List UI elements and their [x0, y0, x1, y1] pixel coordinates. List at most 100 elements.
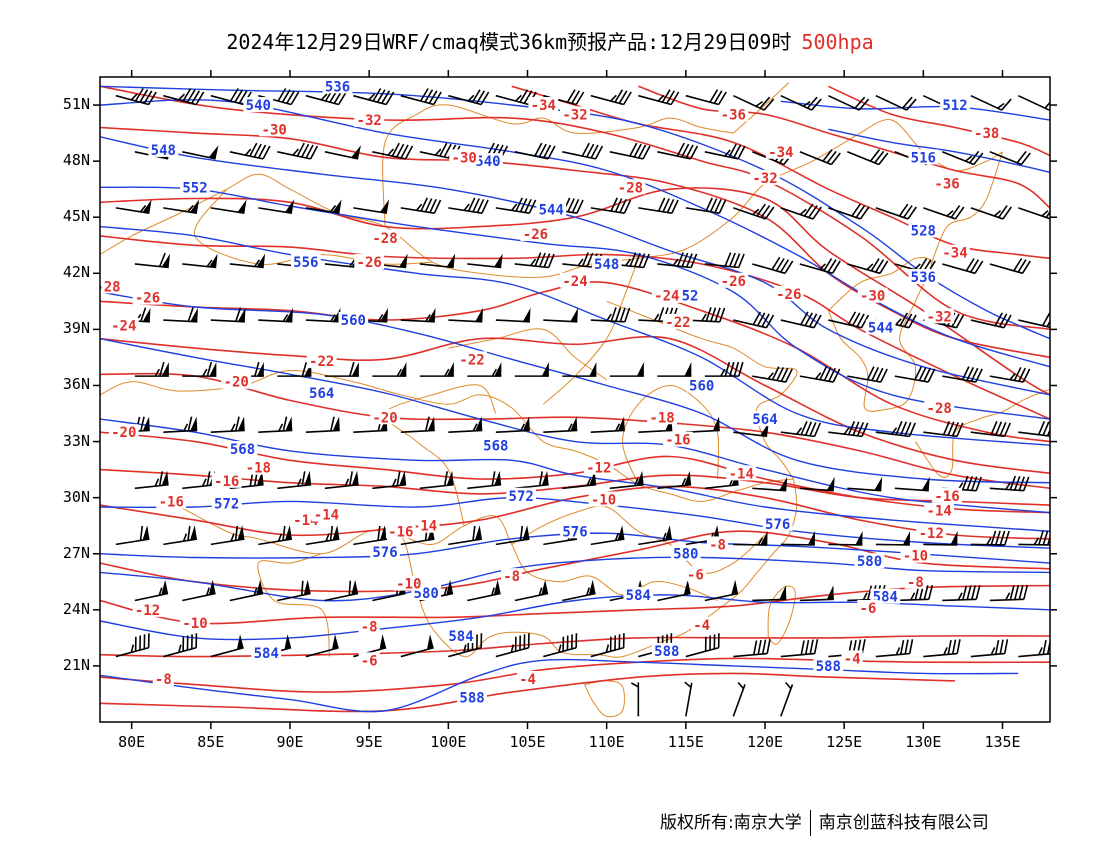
barb-feather: [764, 206, 775, 220]
barb-shaft: [970, 543, 1005, 546]
barb-feather: [330, 416, 335, 432]
barb-feather: [752, 208, 760, 216]
barb-feather: [1033, 537, 1040, 546]
barb-pennant: [209, 253, 218, 268]
wind-barb: [277, 470, 312, 490]
height-contour-label: 576: [562, 524, 587, 540]
barb-pennant: [332, 199, 342, 214]
wind-barb: [799, 476, 835, 492]
temperature-contour-label: -6: [361, 653, 378, 669]
wind-barb: [495, 307, 531, 323]
barb-feather: [866, 366, 875, 381]
wind-barb: [324, 145, 362, 160]
temperature-contour-label: -14: [412, 519, 437, 535]
temperature-contour-label: -8: [155, 672, 172, 688]
wind-barb: [942, 150, 984, 166]
wind-barb: [684, 681, 693, 717]
barb-shaft: [182, 151, 216, 160]
wind-barb: [894, 366, 936, 383]
barb-feather: [737, 253, 745, 268]
wind-barb: [495, 416, 530, 434]
barb-feather: [971, 476, 978, 491]
barb-feather: [990, 530, 997, 545]
barb-feather: [614, 89, 624, 103]
barb-feather: [433, 199, 442, 214]
barb-feather: [206, 471, 211, 486]
barb-shaft: [495, 319, 530, 323]
barb-pennant: [874, 476, 883, 491]
barb-feather: [806, 96, 818, 109]
barb-feather: [904, 639, 909, 655]
barb-feather: [230, 423, 236, 432]
temperature-contour-label: -20: [224, 375, 249, 391]
wind-barb: [210, 199, 247, 214]
height-contour-label: 536: [911, 270, 936, 286]
barb-feather: [710, 307, 717, 322]
wind-barb: [923, 639, 961, 658]
wind-barb: [229, 579, 264, 602]
barb-feather: [738, 361, 744, 377]
barb-feather: [970, 367, 979, 382]
barb-feather: [719, 307, 726, 323]
barb-shaft: [448, 319, 483, 323]
barb-feather: [875, 259, 885, 273]
wind-barb: [942, 366, 983, 383]
barb-feather: [855, 205, 866, 218]
barb-feather: [856, 422, 865, 437]
wind-barb: [1018, 207, 1050, 220]
barb-pennant: [256, 579, 264, 595]
barb-feather: [610, 94, 617, 102]
barb-feather: [633, 252, 641, 267]
barb-feather: [511, 203, 518, 211]
contour-label-bg: [686, 377, 717, 393]
barb-feather: [234, 89, 244, 103]
barb-feather: [159, 361, 165, 377]
barb-feather: [586, 477, 592, 487]
barb-shaft: [467, 592, 501, 602]
barb-feather: [349, 361, 355, 377]
wind-barb: [828, 420, 869, 438]
wind-barb: [258, 416, 293, 434]
barb-shaft: [1018, 207, 1050, 220]
wind-barb: [970, 530, 1010, 546]
barb-feather: [813, 639, 819, 654]
wind-barb: [324, 361, 359, 377]
barb-feather: [965, 258, 975, 272]
barb-pennant: [617, 416, 625, 431]
contour-label-bg: [152, 671, 174, 686]
barb-feather: [404, 145, 414, 160]
barb-shaft: [780, 319, 815, 329]
barb-feather: [140, 307, 147, 322]
wind-barb: [210, 525, 245, 546]
barb-feather: [759, 96, 771, 109]
barb-pennant: [351, 145, 362, 159]
barb-shaft: [210, 646, 244, 658]
wind-barb: [638, 197, 679, 214]
barb-pennant: [161, 253, 171, 268]
wind-barb: [799, 258, 841, 275]
lon-label: 105E: [509, 733, 546, 751]
barb-shaft: [400, 646, 434, 658]
barb-feather: [1041, 312, 1050, 327]
height-contour-label: 544: [868, 321, 893, 337]
wind-barb: [1018, 530, 1050, 546]
wind-barb: [989, 150, 1031, 166]
barb-feather: [381, 90, 391, 104]
contour-label-bg: [663, 431, 693, 447]
wind-barb: [514, 579, 549, 602]
barb-feather: [918, 258, 928, 272]
barb-feather: [416, 203, 423, 211]
barb-feather: [859, 206, 870, 220]
temperature-contour-label: -20: [372, 410, 397, 426]
barb-feather: [278, 423, 284, 432]
contour-label-bg: [516, 671, 539, 686]
height-contour-label: 540: [475, 154, 500, 170]
temperature-contour-label: -24: [654, 289, 679, 305]
wind-barb: [847, 366, 888, 383]
contour-label-bg: [773, 285, 804, 301]
barb-feather: [1013, 367, 1022, 381]
barb-feather: [966, 367, 975, 381]
temperature-contour: [100, 431, 1050, 514]
contour-label-bg: [520, 226, 551, 242]
barb-feather: [391, 142, 400, 157]
